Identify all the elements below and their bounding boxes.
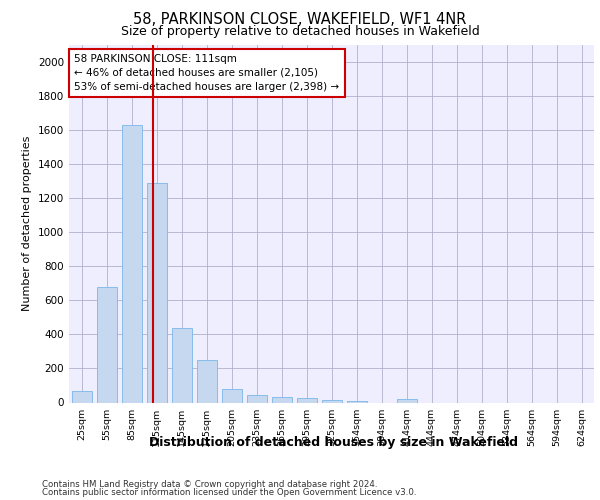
Text: 58 PARKINSON CLOSE: 111sqm
← 46% of detached houses are smaller (2,105)
53% of s: 58 PARKINSON CLOSE: 111sqm ← 46% of deta… <box>74 54 340 92</box>
Text: Distribution of detached houses by size in Wakefield: Distribution of detached houses by size … <box>149 436 517 449</box>
Bar <box>322 400 341 402</box>
Y-axis label: Number of detached properties: Number of detached properties <box>22 136 32 312</box>
Bar <box>247 395 266 402</box>
Text: Contains HM Land Registry data © Crown copyright and database right 2024.: Contains HM Land Registry data © Crown c… <box>42 480 377 489</box>
Bar <box>146 183 167 402</box>
Bar <box>221 389 241 402</box>
Text: 58, PARKINSON CLOSE, WAKEFIELD, WF1 4NR: 58, PARKINSON CLOSE, WAKEFIELD, WF1 4NR <box>133 12 467 28</box>
Text: Contains public sector information licensed under the Open Government Licence v3: Contains public sector information licen… <box>42 488 416 497</box>
Bar <box>296 398 317 402</box>
Bar <box>197 360 217 403</box>
Bar <box>172 328 191 402</box>
Text: Size of property relative to detached houses in Wakefield: Size of property relative to detached ho… <box>121 25 479 38</box>
Bar <box>271 398 292 402</box>
Bar <box>121 125 142 402</box>
Bar <box>97 286 116 403</box>
Bar <box>397 399 416 402</box>
Bar <box>71 392 91 402</box>
Bar <box>347 401 367 402</box>
